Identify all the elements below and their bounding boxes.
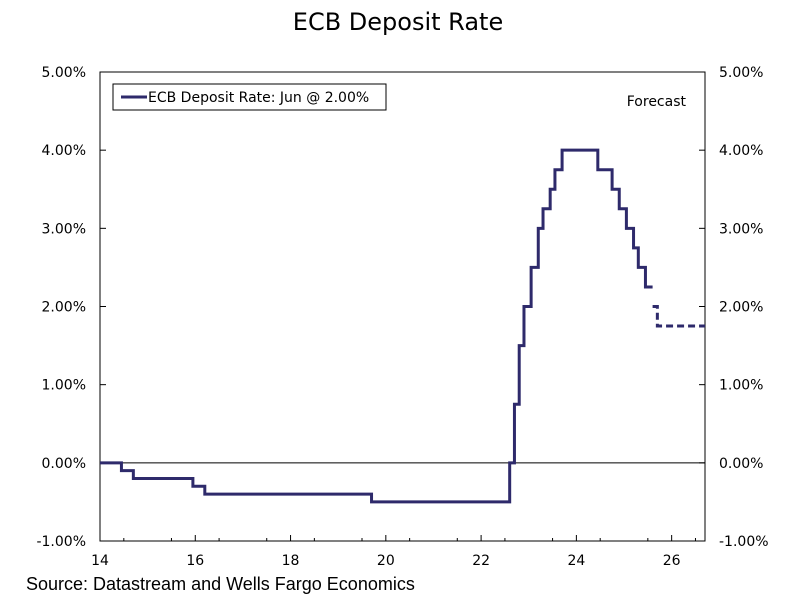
- y-tick-label-right: 1.00%: [719, 378, 763, 394]
- y-tick-label-right: 0.00%: [719, 456, 763, 472]
- y-tick-label-left: 0.00%: [42, 456, 86, 472]
- tick-labels: -1.00% -1.00% 0.00% 0.00% 1.00% 1.00% 2.00% 2.0…: [36, 65, 768, 569]
- source-note: Source: Datastream and Wells Fargo Econo…: [26, 574, 415, 594]
- y-tick-label-right: 2.00%: [719, 300, 763, 316]
- x-tick-label: 24: [567, 553, 585, 569]
- x-tick-label: 14: [91, 553, 109, 569]
- chart-plot: -1.00% -1.00% 0.00% 0.00% 1.00% 1.00% 2.00% 2.0…: [36, 65, 768, 569]
- tick-marks: [99, 71, 705, 542]
- chart-title: ECB Deposit Rate: [292, 8, 504, 36]
- x-tick-label: 26: [663, 553, 681, 569]
- x-tick-label: 20: [377, 553, 395, 569]
- axes: [99, 71, 706, 542]
- plot-frame: [99, 71, 706, 542]
- y-tick-label-right: 4.00%: [719, 143, 763, 159]
- legend-label: ECB Deposit Rate: Jun @ 2.00%: [148, 90, 369, 106]
- y-tick-label-right: -1.00%: [719, 534, 769, 550]
- legend: ECB Deposit Rate: Jun @ 2.00%: [112, 83, 387, 111]
- y-tick-label-right: 3.00%: [719, 221, 763, 237]
- y-tick-label-left: -1.00%: [36, 534, 86, 550]
- legend-box: [112, 83, 387, 111]
- forecast-line: [652, 305, 705, 328]
- deposit-rate-line: [100, 148, 653, 504]
- y-tick-label-left: 2.00%: [42, 300, 86, 316]
- x-tick-label: 18: [282, 553, 300, 569]
- y-tick-label-left: 3.00%: [42, 221, 86, 237]
- y-tick-label-left: 5.00%: [42, 65, 86, 81]
- y-tick-label-left: 1.00%: [42, 378, 86, 394]
- x-tick-label: 16: [186, 553, 204, 569]
- x-tick-label: 22: [472, 553, 490, 569]
- data-series: [100, 148, 705, 504]
- y-tick-label-right: 5.00%: [719, 65, 763, 81]
- forecast-annotation: Forecast: [627, 94, 687, 110]
- y-tick-label-left: 4.00%: [42, 143, 86, 159]
